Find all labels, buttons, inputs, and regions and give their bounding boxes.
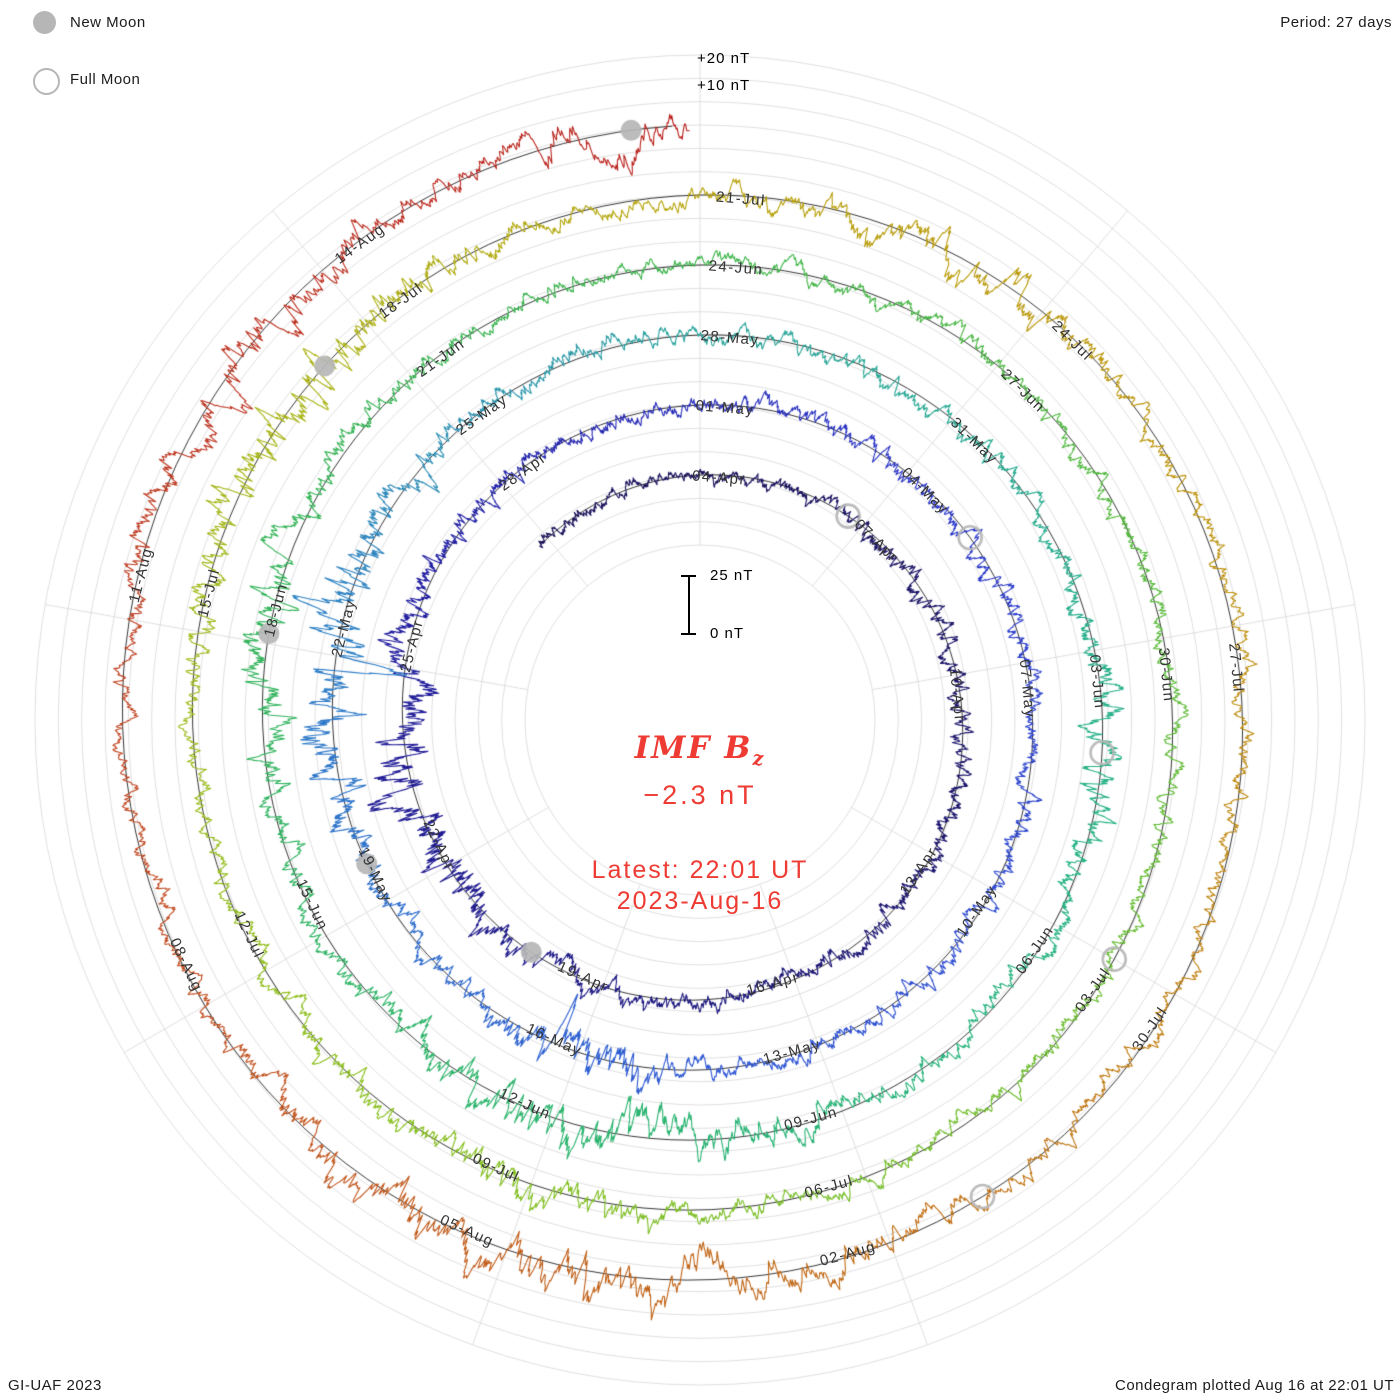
plus10-nt-label: +10 nT	[697, 77, 751, 94]
scale-bar	[688, 575, 690, 633]
plotted-label: Condegram plotted Aug 16 at 22:01 UT	[1114, 1377, 1394, 1394]
scale-bar-top-label: 25 nT	[710, 567, 754, 584]
period-label: Period: 27 days	[1280, 14, 1392, 31]
imf-bz-title: IMF Bz	[400, 730, 1000, 770]
imf-bz-value: −2.3 nT	[643, 780, 757, 811]
date-label: 21-Jul	[715, 188, 767, 210]
scale-bar-bottom-label: 0 nT	[710, 625, 745, 642]
scale-bar-bottom-cap	[681, 633, 696, 635]
credit-label: GI-UAF 2023	[8, 1377, 102, 1394]
full-moon-label: Full Moon	[70, 71, 141, 88]
latest-date: 2023-Aug-16	[616, 887, 784, 916]
imf-title-sub: z	[752, 747, 766, 771]
scale-bar-top-cap	[681, 575, 696, 577]
new-moon-label: New Moon	[70, 14, 146, 31]
imf-title-main: IMF B	[634, 730, 753, 766]
plus20-nt-label: +20 nT	[697, 50, 751, 67]
new-moon-icon	[33, 11, 56, 34]
latest-time: Latest: 22:01 UT	[591, 856, 809, 885]
full-moon-icon	[33, 68, 60, 95]
